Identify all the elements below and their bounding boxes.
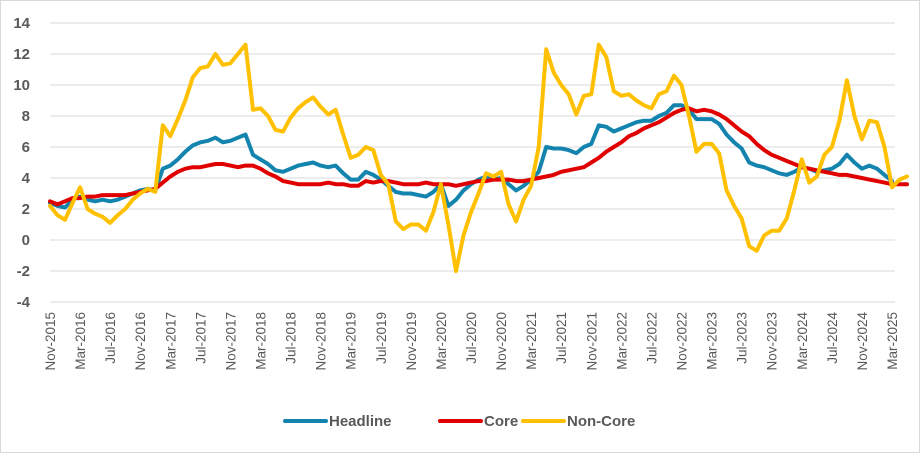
- x-tick-label: Nov-2024: [855, 312, 870, 371]
- y-tick-label: 14: [13, 15, 30, 32]
- x-tick-label: Mar-2016: [73, 312, 88, 370]
- gridlines: [50, 22, 895, 303]
- x-tick-label: Nov-2023: [765, 312, 780, 371]
- x-tick-label: Nov-2021: [584, 312, 599, 371]
- series-lines: [48, 42, 909, 273]
- legend-item-non-core: Non-Core: [521, 413, 635, 430]
- x-tick-label: Jul-2020: [464, 312, 479, 364]
- x-axis-ticks: Nov-2015 Mar-2016 Jul-2016 Nov-2016 Mar-2017…: [43, 312, 900, 371]
- y-tick-label: -2: [17, 263, 30, 280]
- legend: Headline Core Non-Core: [283, 413, 635, 430]
- x-tick-label: Nov-2018: [314, 312, 329, 371]
- y-tick-label: -4: [17, 294, 31, 311]
- x-tick-label: Nov-2019: [404, 312, 419, 371]
- y-tick-label: 12: [13, 46, 30, 63]
- x-tick-label: Jul-2017: [193, 312, 208, 364]
- x-tick-label: Jul-2021: [554, 312, 569, 364]
- x-tick-label: Nov-2016: [133, 312, 148, 371]
- legend-label: Headline: [329, 413, 392, 430]
- y-tick-label: 10: [13, 77, 30, 94]
- legend-item-headline: Headline: [283, 413, 392, 430]
- x-tick-label: Mar-2023: [705, 312, 720, 370]
- x-tick-label: Mar-2020: [434, 312, 449, 370]
- x-tick-label: Mar-2024: [795, 312, 810, 370]
- x-tick-label: Mar-2019: [344, 312, 359, 370]
- y-tick-label: 2: [22, 201, 30, 218]
- x-tick-label: Mar-2021: [524, 312, 539, 370]
- x-tick-label: Jul-2016: [103, 312, 118, 364]
- x-tick-label: Jul-2018: [284, 312, 299, 364]
- x-tick-label: Jul-2024: [825, 312, 840, 364]
- x-tick-label: Jul-2023: [735, 312, 750, 364]
- x-tick-label: Nov-2022: [675, 312, 690, 371]
- legend-label: Core: [484, 413, 518, 430]
- legend-item-core: Core: [438, 413, 518, 430]
- y-tick-label: 6: [22, 139, 30, 156]
- x-tick-label: Nov-2020: [494, 312, 509, 371]
- x-tick-label: Mar-2025: [885, 312, 900, 370]
- y-axis-ticks: 14 12 10 8 6 4 2 0 -2 -4: [13, 15, 30, 311]
- x-tick-label: Nov-2015: [43, 312, 58, 371]
- x-tick-label: Jul-2022: [644, 312, 659, 364]
- y-tick-label: 4: [22, 170, 31, 187]
- x-tick-label: Jul-2019: [374, 312, 389, 364]
- y-tick-label: 0: [22, 232, 30, 249]
- legend-label: Non-Core: [567, 413, 635, 430]
- x-tick-label: Nov-2017: [223, 312, 238, 371]
- x-tick-label: Mar-2018: [254, 312, 269, 370]
- x-tick-label: Mar-2022: [614, 312, 629, 370]
- x-tick-label: Mar-2017: [163, 312, 178, 370]
- y-tick-label: 8: [22, 108, 30, 125]
